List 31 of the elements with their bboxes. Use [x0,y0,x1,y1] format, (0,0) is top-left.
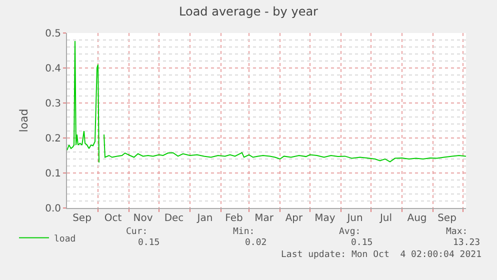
text: Cur: [126,227,148,237]
y-tick-label: 0.2 [45,134,61,144]
text: 0.15 [351,238,373,248]
y-tick-label: 0.4 [45,64,61,74]
text: Min: [233,227,255,237]
text: 0.02 [245,238,267,248]
x-tick-label: Oct [104,213,122,224]
x-tick-label: Mar [254,213,274,224]
x-tick-label: Nov [133,213,153,224]
x-tick-label: Jan [196,213,213,224]
x-tick-label: Feb [225,213,243,224]
y-axis-title: load [18,108,31,132]
x-tick-label: Apr [285,213,304,224]
x-tick-label: May [314,213,336,224]
text: Avg: [339,227,361,237]
x-tick-label: Aug [407,213,427,224]
y-tick-label: 0.5 [45,28,61,40]
x-tick-label: Dec [164,213,184,224]
y-tick-label: 0.3 [45,98,61,110]
x-tick-label: Sep [438,213,456,224]
x-tick-label: Sep [72,213,92,224]
text: 0.15 [138,238,160,248]
x-tick-label: Jun [346,213,363,224]
y-tick-label: 0.0 [45,204,61,214]
text: 13.23 [453,238,480,248]
chart-title: Load average - by year [179,4,318,18]
text: Last update: Mon Oct 4 02:00:04 2021 [281,250,482,260]
text: Max: [446,227,468,237]
legend-label: load [54,234,76,244]
y-tick-label: 0.1 [45,168,61,180]
x-tick-label: Jul [378,213,392,224]
